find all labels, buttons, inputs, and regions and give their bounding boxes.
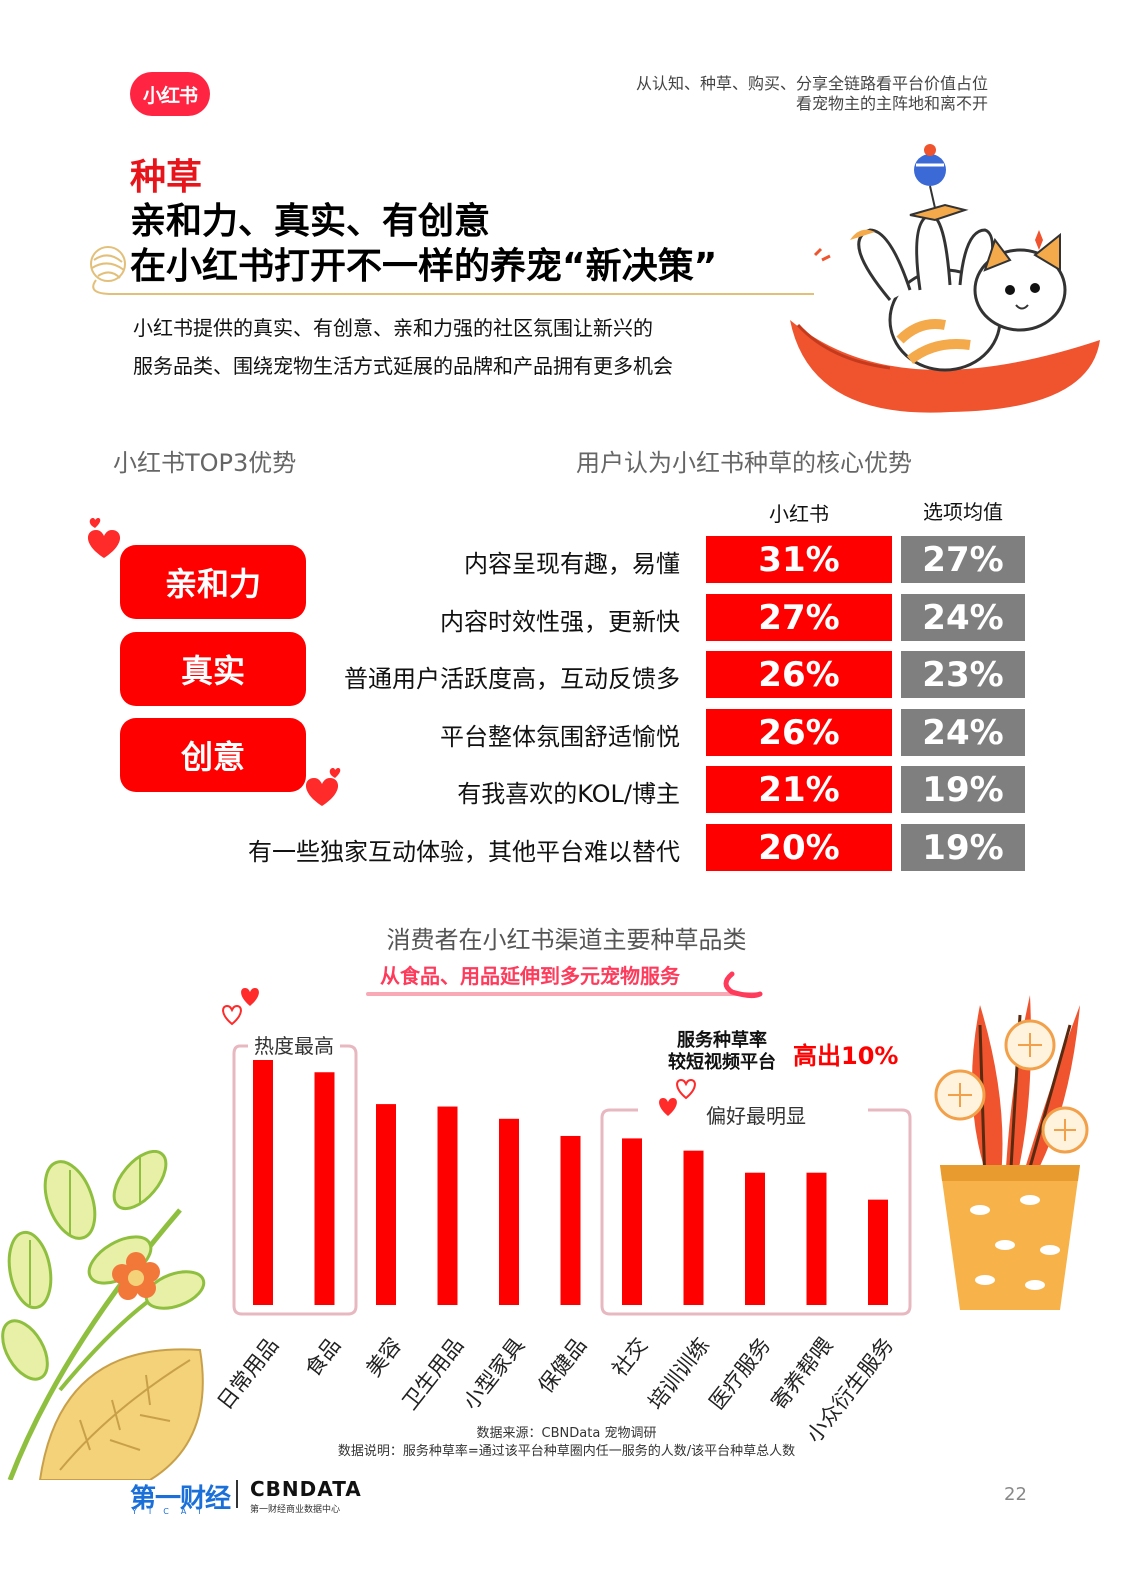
- annotation-higher: 高出10%: [793, 1042, 899, 1070]
- top3-title: 小红书TOP3优势: [113, 449, 297, 477]
- cat-illustration: [790, 144, 1100, 413]
- chart-title: 消费者在小红书渠道主要种草品类: [386, 926, 747, 954]
- potted-plant-illustration: [934, 995, 1089, 1310]
- advantage-xhs-value: 31%: [706, 536, 892, 583]
- data-source: 数据来源：CBNData 宠物调研: [476, 1426, 657, 1441]
- chart-subtitle: 从食品、用品延伸到多元宠物服务: [380, 964, 680, 988]
- category-bar-chart: [253, 1060, 888, 1305]
- advantage-avg-value: 27%: [901, 536, 1025, 583]
- advantage-xhs-value: 27%: [706, 594, 892, 641]
- tagline-line-2: 看宠物主的主阵地和离不开: [795, 94, 988, 113]
- annotation-service-rate: 服务种草率 较短视频平台: [652, 1030, 792, 1074]
- advantage-xhs-value: 20%: [706, 824, 892, 871]
- advantage-xhs-value: 26%: [706, 709, 892, 756]
- cbndata-logo-sub: 第一财经商业数据中心: [250, 1505, 341, 1515]
- heart-icon: [87, 518, 121, 558]
- annotation-preference: 偏好最明显: [700, 1100, 812, 1129]
- top3-pill-affinity: 亲和力: [120, 545, 306, 619]
- top3-pill-authentic: 真实: [120, 632, 306, 706]
- bar-6: [622, 1138, 642, 1305]
- page-number: 22: [1004, 1484, 1027, 1505]
- xiaohongshu-logo: 小红书: [130, 72, 210, 116]
- bar-4: [499, 1118, 519, 1305]
- bar-8: [745, 1172, 765, 1305]
- advantage-row-label: 有我喜欢的KOL/博主: [457, 780, 680, 808]
- intro-line-1: 小红书提供的真实、有创意、亲和力强的社区氛围让新兴的: [133, 316, 653, 340]
- heart-icon: [659, 1078, 696, 1116]
- bar-7: [683, 1150, 704, 1305]
- subtitle-underline-decoration: [366, 971, 763, 999]
- bar-9: [806, 1172, 827, 1305]
- yicai-logo: 第一财经: [130, 1484, 231, 1514]
- top3-pill-creative: 创意: [120, 718, 306, 792]
- advantage-row-label: 普通用户活跃度高，互动反馈多: [344, 665, 680, 693]
- header-tagline: 从认知、种草、购买、分享全链路看平台价值占位 看宠物主的主阵地和离不开: [636, 74, 988, 114]
- advantage-row-label: 内容时效性强，更新快: [440, 608, 680, 636]
- bar-0: [253, 1060, 273, 1305]
- advantages-title: 用户认为小红书种草的核心优势: [576, 449, 912, 477]
- advantage-xhs-value: 26%: [706, 651, 892, 698]
- yicai-logo-sub: YICAI: [132, 1507, 213, 1516]
- title-line-1: 亲和力、真实、有创意: [130, 201, 491, 242]
- yarn-underline-decoration: [90, 246, 814, 295]
- bar-10: [868, 1199, 888, 1305]
- bar-3: [437, 1106, 458, 1305]
- advantage-avg-value: 23%: [901, 651, 1025, 698]
- title-line-2: 在小红书打开不一样的养宠“新决策”: [130, 246, 718, 287]
- tagline-line-1: 从认知、种草、购买、分享全链路看平台价值占位: [635, 74, 988, 93]
- annotation-hottest: 热度最高: [248, 1030, 340, 1059]
- intro-line-2: 服务品类、围绕宠物生活方式延展的品牌和产品拥有更多机会: [133, 354, 673, 378]
- advantage-row-label: 有一些独家互动体验，其他平台难以替代: [248, 838, 680, 866]
- advantage-xhs-value: 21%: [706, 766, 892, 813]
- col-header-avg: 选项均值: [923, 500, 1003, 524]
- section-title-red: 种草: [130, 157, 203, 198]
- annotation-service-line-1: 服务种草率: [677, 1030, 767, 1051]
- advantage-row-label: 平台整体氛围舒适愉悦: [440, 723, 680, 751]
- bar-2: [376, 1104, 396, 1305]
- brand-divider: [236, 1480, 238, 1508]
- advantage-row-label: 内容呈现有趣，易懂: [464, 550, 680, 578]
- chart-highlight-frames: [232, 1044, 912, 1316]
- advantage-avg-value: 19%: [901, 766, 1025, 813]
- leaf-plant-illustration: [1, 1150, 206, 1480]
- advantage-avg-value: 19%: [901, 824, 1025, 871]
- data-note: 数据说明：服务种草率=通过该平台种草圈内任一服务的人数/该平台种草总人数: [337, 1444, 796, 1459]
- advantage-avg-value: 24%: [901, 594, 1025, 641]
- bar-1: [314, 1072, 335, 1305]
- advantage-avg-value: 24%: [901, 709, 1025, 756]
- heart-icon: [305, 768, 341, 806]
- cbndata-logo: CBNDATA: [250, 1477, 362, 1501]
- bar-5: [560, 1135, 581, 1305]
- annotation-service-line-2: 较短视频平台: [668, 1052, 776, 1073]
- col-header-xhs: 小红书: [769, 502, 829, 526]
- heart-icon: [222, 988, 259, 1026]
